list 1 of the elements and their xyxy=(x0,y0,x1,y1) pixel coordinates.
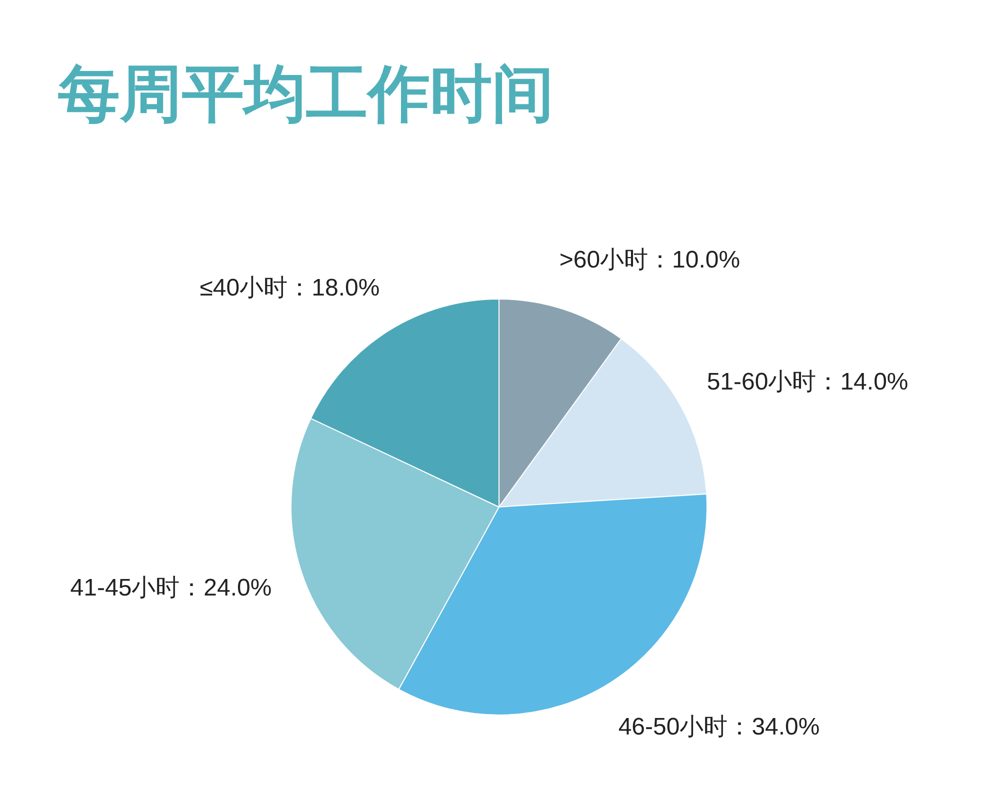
title: 每周平均工作时间 xyxy=(58,60,554,129)
